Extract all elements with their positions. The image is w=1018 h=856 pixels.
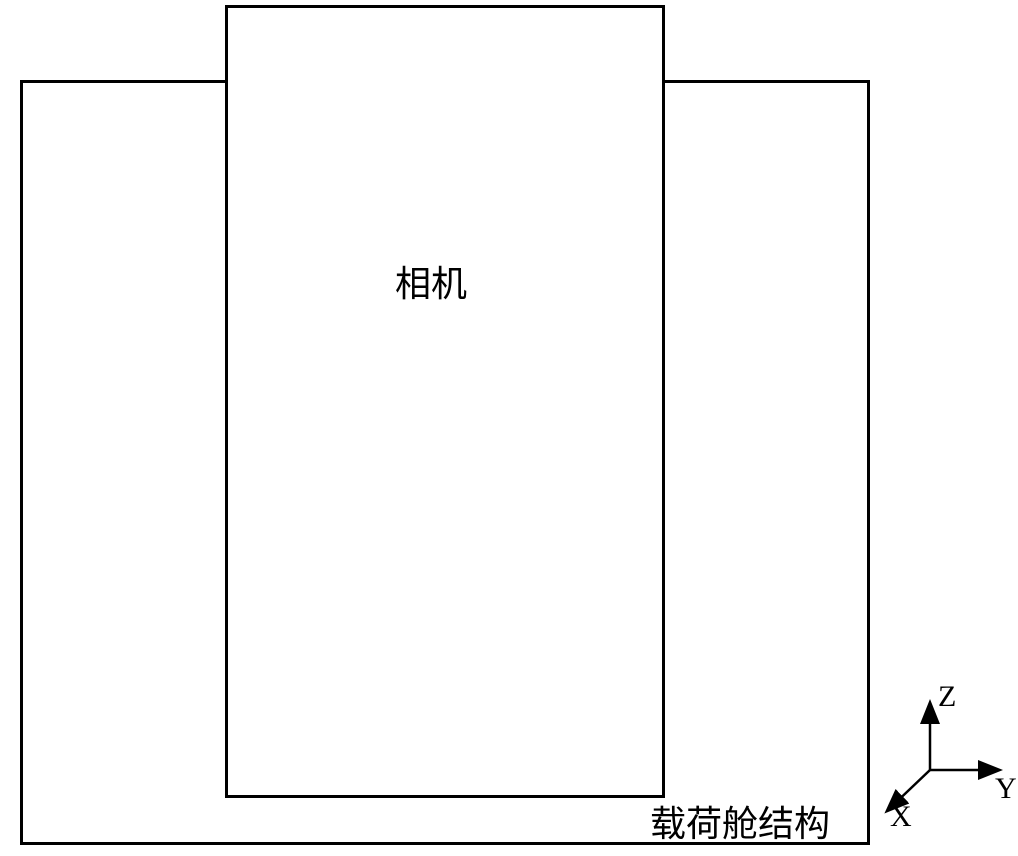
- x-axis-label: X: [890, 800, 912, 834]
- outer-box-left-wall: [20, 80, 23, 845]
- inner-box-camera: [225, 5, 665, 798]
- outer-box-top-left: [20, 80, 226, 83]
- z-axis-label: Z: [938, 680, 956, 714]
- diagram-container: 相机 载荷舱结构: [20, 5, 890, 850]
- payload-structure-label: 载荷舱结构: [650, 795, 830, 847]
- y-axis-label: Y: [995, 772, 1017, 806]
- outer-box-top-right: [664, 80, 870, 83]
- camera-label: 相机: [395, 255, 467, 307]
